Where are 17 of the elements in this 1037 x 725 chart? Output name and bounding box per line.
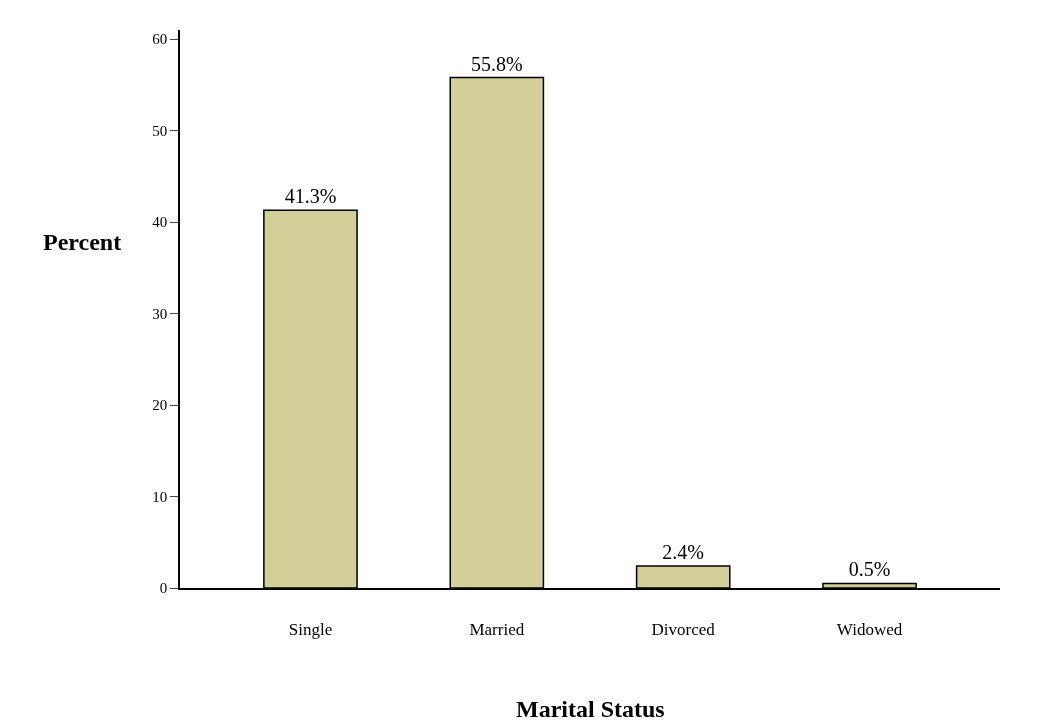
data-label: 55.8% [470, 52, 523, 75]
y-tick-label: 60 [152, 31, 168, 48]
y-tick-label: 50 [152, 122, 168, 139]
y-axis-title: Percent [43, 229, 122, 255]
y-tick-label: 40 [152, 214, 168, 231]
y-tick-label: 0 [159, 580, 168, 597]
data-label: 41.3% [284, 185, 337, 208]
x-tick-label: Divorced [651, 620, 716, 640]
x-tick-label: Married [469, 620, 525, 640]
x-axis-title: Marital Status [516, 696, 665, 722]
y-tick-label: 10 [152, 488, 168, 505]
x-tick-label: Widowed [836, 620, 903, 640]
x-tick-label: Single [288, 620, 333, 640]
y-tick-label: 20 [152, 397, 168, 414]
data-label: 0.5% [848, 558, 891, 581]
y-tick-label: 30 [152, 305, 168, 322]
data-label: 2.4% [662, 541, 705, 564]
